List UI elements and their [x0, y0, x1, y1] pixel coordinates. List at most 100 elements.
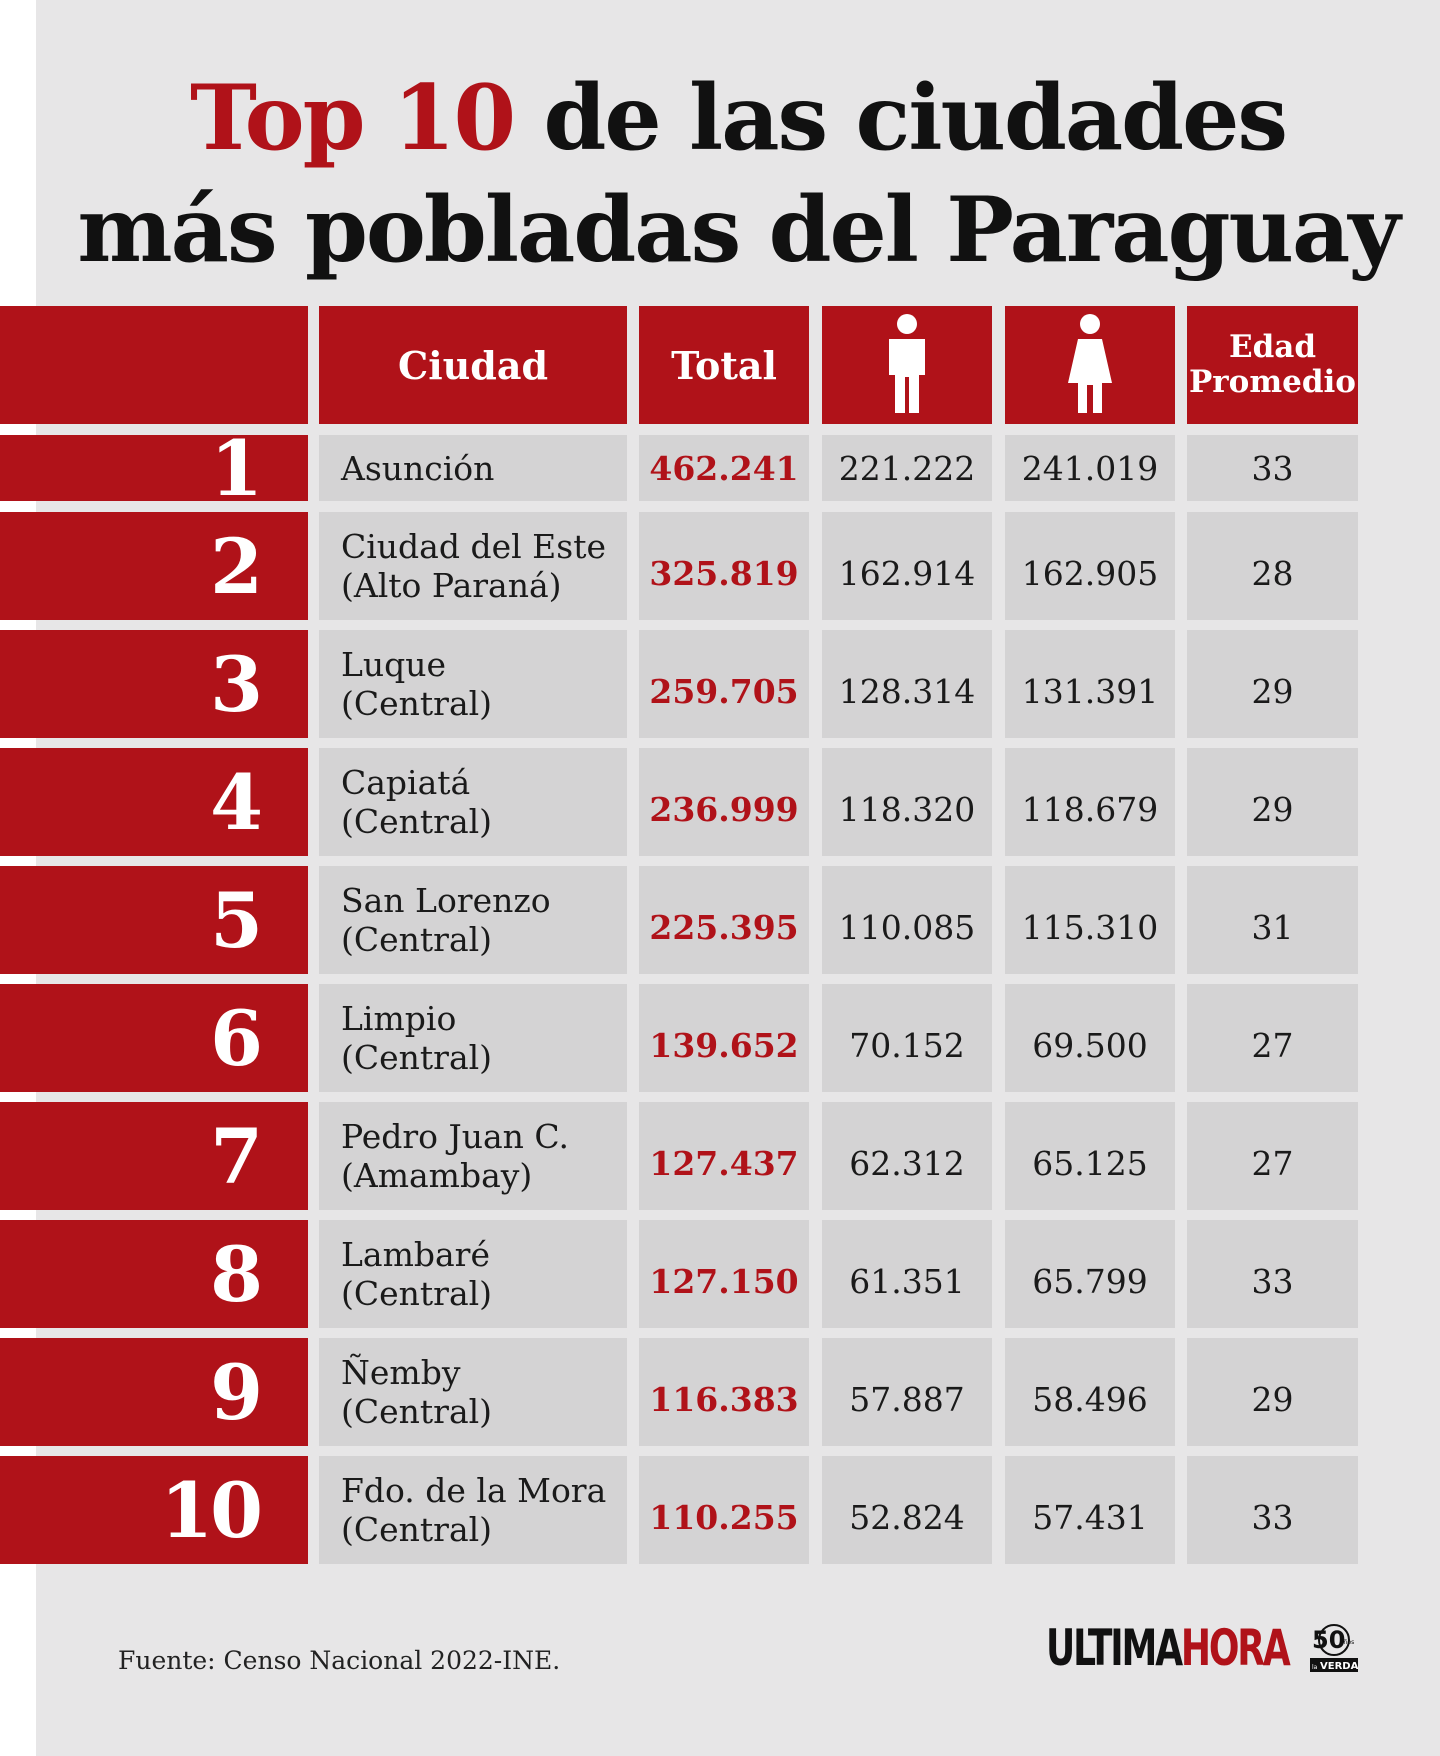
- title-accent: Top 10: [189, 65, 516, 171]
- women-cell: 162.905: [1005, 512, 1175, 620]
- city-name-block: Limpio (Central): [341, 999, 492, 1077]
- city-region: (Central): [341, 1038, 493, 1077]
- city-region: (Central): [341, 802, 493, 841]
- age-cell: 33: [1187, 1220, 1358, 1328]
- city-cell: Ciudad del Este (Alto Paraná): [319, 512, 627, 620]
- city-cell: Pedro Juan C. (Amambay): [319, 1102, 627, 1210]
- city-name-block: Fdo. de la Mora (Central): [341, 1471, 606, 1549]
- age-cell: 33: [1187, 435, 1358, 501]
- total-cell: 116.383: [639, 1338, 809, 1446]
- city-cell: Ñemby (Central): [319, 1338, 627, 1446]
- age-cell: 29: [1187, 1338, 1358, 1446]
- header-age-line1: Edad: [1228, 329, 1317, 365]
- female-icon: [1068, 314, 1112, 413]
- city-name: Fdo. de la Mora: [341, 1471, 607, 1510]
- header-rank-blank: [0, 306, 308, 424]
- title-line-1: Top 10 de las ciudades: [0, 62, 1440, 174]
- source-note: Fuente: Censo Nacional 2022-INE.: [118, 1646, 561, 1675]
- women-cell: 58.496: [1005, 1338, 1175, 1446]
- city-name: Limpio: [341, 999, 457, 1038]
- city-cell: San Lorenzo (Central): [319, 866, 627, 974]
- city-region: (Central): [341, 1510, 493, 1549]
- city-cell: Luque (Central): [319, 630, 627, 738]
- city-name: Capiatá: [341, 763, 471, 802]
- men-cell: 110.085: [822, 866, 992, 974]
- city-name: Lambaré: [341, 1235, 490, 1274]
- age-cell: 33: [1187, 1456, 1358, 1564]
- city-region: (Central): [341, 1274, 493, 1313]
- header-age: Edad Promedio: [1187, 306, 1358, 424]
- women-cell: 69.500: [1005, 984, 1175, 1092]
- header-women: [1005, 306, 1175, 424]
- rank-cell: 8: [0, 1220, 308, 1328]
- age-cell: 29: [1187, 630, 1358, 738]
- city-name: Asunción: [341, 448, 495, 488]
- women-cell: 65.125: [1005, 1102, 1175, 1210]
- anniversary-badge: 50 años la VERDAD: [1310, 1624, 1358, 1672]
- header-city: Ciudad: [319, 306, 627, 424]
- city-cell: Asunción: [319, 435, 627, 501]
- ultimahora-logo: ULTIMA HORA: [1046, 1618, 1291, 1678]
- rank-cell: 9: [0, 1338, 308, 1446]
- badge-number: 50: [1312, 1626, 1345, 1654]
- age-cell: 27: [1187, 1102, 1358, 1210]
- city-name-block: Pedro Juan C. (Amambay): [341, 1117, 569, 1195]
- age-cell: 31: [1187, 866, 1358, 974]
- city-cell: Capiatá (Central): [319, 748, 627, 856]
- men-cell: 221.222: [822, 435, 992, 501]
- rank-cell: 6: [0, 984, 308, 1092]
- badge-prefix: la: [1312, 1664, 1318, 1671]
- total-cell: 462.241: [639, 435, 809, 501]
- age-cell: 27: [1187, 984, 1358, 1092]
- city-cell: Lambaré (Central): [319, 1220, 627, 1328]
- age-cell: 28: [1187, 512, 1358, 620]
- city-name: San Lorenzo: [341, 881, 551, 920]
- men-cell: 70.152: [822, 984, 992, 1092]
- city-name-block: Ciudad del Este (Alto Paraná): [341, 527, 606, 605]
- rank-cell: 5: [0, 866, 308, 974]
- city-cell: Limpio (Central): [319, 984, 627, 1092]
- city-region: (Alto Paraná): [341, 566, 562, 605]
- total-cell: 225.395: [639, 866, 809, 974]
- city-region: (Central): [341, 684, 493, 723]
- men-cell: 128.314: [822, 630, 992, 738]
- women-cell: 118.679: [1005, 748, 1175, 856]
- women-cell: 57.431: [1005, 1456, 1175, 1564]
- women-cell: 131.391: [1005, 630, 1175, 738]
- men-cell: 162.914: [822, 512, 992, 620]
- total-cell: 127.150: [639, 1220, 809, 1328]
- city-name-block: Ñemby (Central): [341, 1353, 492, 1431]
- city-name: Luque: [341, 645, 447, 684]
- rank-cell: 3: [0, 630, 308, 738]
- total-cell: 139.652: [639, 984, 809, 1092]
- title-rest: de las ciudades: [543, 65, 1288, 171]
- city-name-block: San Lorenzo (Central): [341, 881, 551, 959]
- women-cell: 65.799: [1005, 1220, 1175, 1328]
- title-line-2: más pobladas del Paraguay: [77, 177, 1400, 283]
- male-icon: [889, 314, 925, 413]
- rank-cell: 1: [0, 424, 308, 513]
- city-name-block: Lambaré (Central): [341, 1235, 492, 1313]
- city-name-block: Asunción: [341, 449, 494, 488]
- city-name-block: Luque (Central): [341, 645, 492, 723]
- city-name: Pedro Juan C.: [341, 1117, 569, 1156]
- logo-part2: HORA: [1180, 1619, 1291, 1677]
- badge-small: años: [1340, 1639, 1354, 1646]
- city-name: Ñemby: [341, 1353, 461, 1392]
- city-region: (Central): [341, 1392, 493, 1431]
- women-cell: 241.019: [1005, 435, 1175, 501]
- header-total: Total: [639, 306, 809, 424]
- chart-title: Top 10 de las ciudades más pobladas del …: [0, 62, 1440, 286]
- rank-cell: 10: [0, 1456, 308, 1564]
- badge-text: VERDAD: [1320, 1661, 1358, 1672]
- rank-cell: 7: [0, 1102, 308, 1210]
- men-cell: 52.824: [822, 1456, 992, 1564]
- men-cell: 62.312: [822, 1102, 992, 1210]
- men-cell: 57.887: [822, 1338, 992, 1446]
- rank-cell: 4: [0, 748, 308, 856]
- city-cell: Fdo. de la Mora (Central): [319, 1456, 627, 1564]
- city-name-block: Capiatá (Central): [341, 763, 492, 841]
- logo-part1: ULTIMA: [1046, 1619, 1183, 1677]
- city-region: (Central): [341, 920, 493, 959]
- men-cell: 118.320: [822, 748, 992, 856]
